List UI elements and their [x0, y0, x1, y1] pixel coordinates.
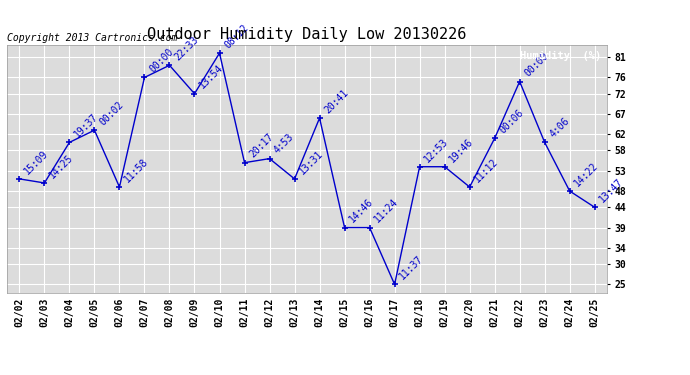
- Text: 00:02: 00:02: [97, 100, 125, 128]
- Text: 13:54: 13:54: [197, 63, 225, 91]
- Text: Copyright 2013 Cartronics.com: Copyright 2013 Cartronics.com: [7, 33, 177, 42]
- Text: 20:17: 20:17: [247, 132, 275, 160]
- Text: 19:46: 19:46: [447, 136, 475, 164]
- Text: 19:37: 19:37: [72, 112, 100, 140]
- Text: 20:41: 20:41: [322, 87, 351, 115]
- Text: 14:22: 14:22: [573, 160, 600, 188]
- Text: 08:12: 08:12: [222, 22, 250, 50]
- Text: 12:53: 12:53: [422, 136, 451, 164]
- Text: 14:46: 14:46: [347, 197, 375, 225]
- Text: 22:33: 22:33: [172, 34, 200, 63]
- Text: 11:12: 11:12: [473, 156, 500, 184]
- Text: 11:58: 11:58: [122, 156, 150, 184]
- Text: 11:24: 11:24: [373, 197, 400, 225]
- Text: 14:25: 14:25: [47, 152, 75, 180]
- Text: 00:06: 00:06: [497, 108, 525, 135]
- Text: 00:00: 00:00: [147, 47, 175, 75]
- Text: 4:06: 4:06: [547, 116, 571, 140]
- Text: 00:00: 00:00: [522, 51, 551, 79]
- Text: 13:31: 13:31: [297, 148, 325, 176]
- Title: Outdoor Humidity Daily Low 20130226: Outdoor Humidity Daily Low 20130226: [148, 27, 466, 42]
- Text: 13:47: 13:47: [598, 177, 625, 204]
- Text: 11:37: 11:37: [397, 254, 425, 282]
- Text: 15:09: 15:09: [22, 148, 50, 176]
- Text: 4:53: 4:53: [273, 132, 296, 156]
